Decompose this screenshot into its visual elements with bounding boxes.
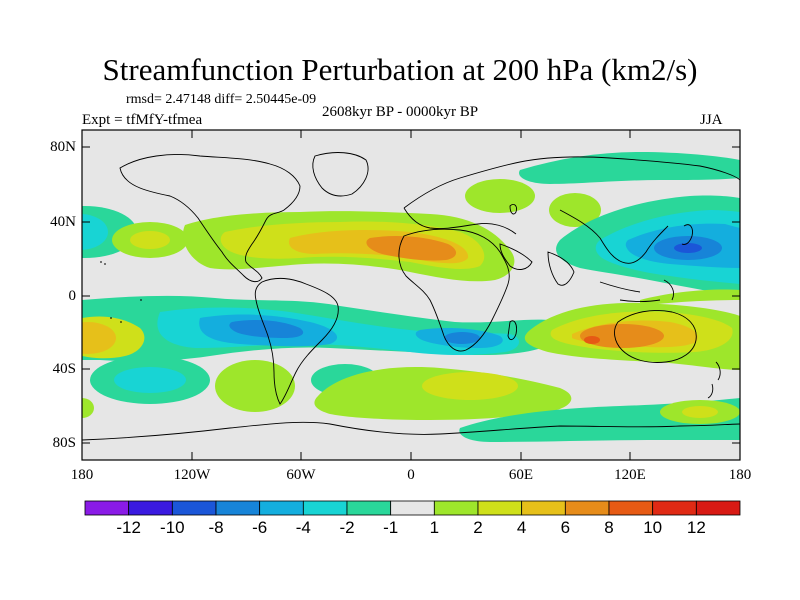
period-label: 2608kyr BP - 0000kyr BP [322,104,479,120]
madagascar-coast [507,320,517,341]
contour-antarctic-left [82,398,94,418]
australia-coast [614,310,697,363]
colorbar-swatch [564,500,610,516]
caspian-coast [509,203,517,215]
contour-fields [82,152,740,442]
colorbar-tick-label: -6 [252,518,268,537]
colorbar-swatch [652,500,697,516]
eurasia-coast [403,156,740,264]
colorbar-tick-label: -1 [383,518,399,537]
sea-islands-coast [599,279,675,302]
japan-coast [681,224,693,245]
x-tick-label: 120E [614,467,646,483]
colorbar-swatch [695,500,741,516]
colorbar-tick-label: 1 [429,518,440,537]
contour-europe-green [465,179,601,227]
colorbar-tick-label: -12 [116,518,141,537]
arabia-coast [499,243,533,270]
x-tick-label: 180 [70,467,94,483]
experiment-label: Expt = tfMfY-tfmea [82,112,203,128]
contour-west-pacific-negative [556,195,740,300]
colorbar-swatch [433,500,479,516]
y-tick-label: 40N [50,214,76,230]
colorbar-swatch [171,500,217,516]
contour-southern-ocean-band [314,367,740,442]
axis-ticks [81,130,741,460]
contour-arctic-band [519,152,740,184]
colorbar-tick-label: 10 [643,518,663,537]
colorbar-tick-label: -8 [208,518,224,537]
colorbar-tick-label: 12 [686,518,706,537]
x-tick-label: 180 [728,467,752,483]
y-tick-label: 40S [52,361,76,377]
colorbar-tick-label: -10 [160,518,185,537]
x-tick-label: 60W [286,467,316,483]
colorbar-swatch [84,500,130,516]
x-tick-label: 120W [173,467,211,483]
x-tick-label: 60E [508,467,534,483]
coastlines [82,152,740,441]
colorbar-swatch [302,500,348,516]
plot-title: Streamfunction Perturbation at 200 hPa (… [102,52,698,87]
colorbar-tick-label: 6 [560,518,571,537]
contour-south-negative-belt [82,295,562,362]
greenland-coast [312,152,369,197]
colorbar-tick-label: -2 [339,518,355,537]
pacific-island-marks [100,261,142,323]
y-tick-label: 0 [68,288,77,304]
new-zealand-coast [707,361,721,399]
y-tick-label: 80S [52,435,76,451]
colorbar [84,500,741,516]
colorbar-swatch [477,500,523,516]
colorbar-tick-label: 8 [604,518,614,537]
africa-coast [398,228,510,352]
contour-south-pacific-blob [90,356,210,404]
antarctica-coast [82,421,740,441]
contour-pacific-green-lens [112,222,188,258]
colorbar-swatch [390,500,435,516]
south-america-coast [254,277,339,405]
colorbar-tick-label: -4 [295,518,311,537]
stats-text: rmsd= 2.47148 diff= 2.50445e-09 [126,92,317,107]
colorbar-swatch [608,500,654,516]
colorbar-tick-label: 2 [473,518,483,537]
colorbar-swatch [346,500,392,516]
contour-australia-positive [524,302,740,370]
colorbar-swatch [128,500,173,516]
colorbar-swatch [215,500,261,516]
y-tick-label: 80N [50,139,76,155]
x-tick-label: 0 [407,467,415,483]
north-america-coast [119,154,301,283]
colorbar-swatch [521,500,566,516]
season-label: JJA [700,112,723,128]
contour-equatorial-green [640,289,740,306]
contour-south-pacific-left [82,316,145,359]
colorbar-swatch [259,500,304,516]
contour-north-atlantic [182,211,515,282]
india-coast [547,251,575,286]
colorbar-tick-label: 4 [516,518,527,537]
